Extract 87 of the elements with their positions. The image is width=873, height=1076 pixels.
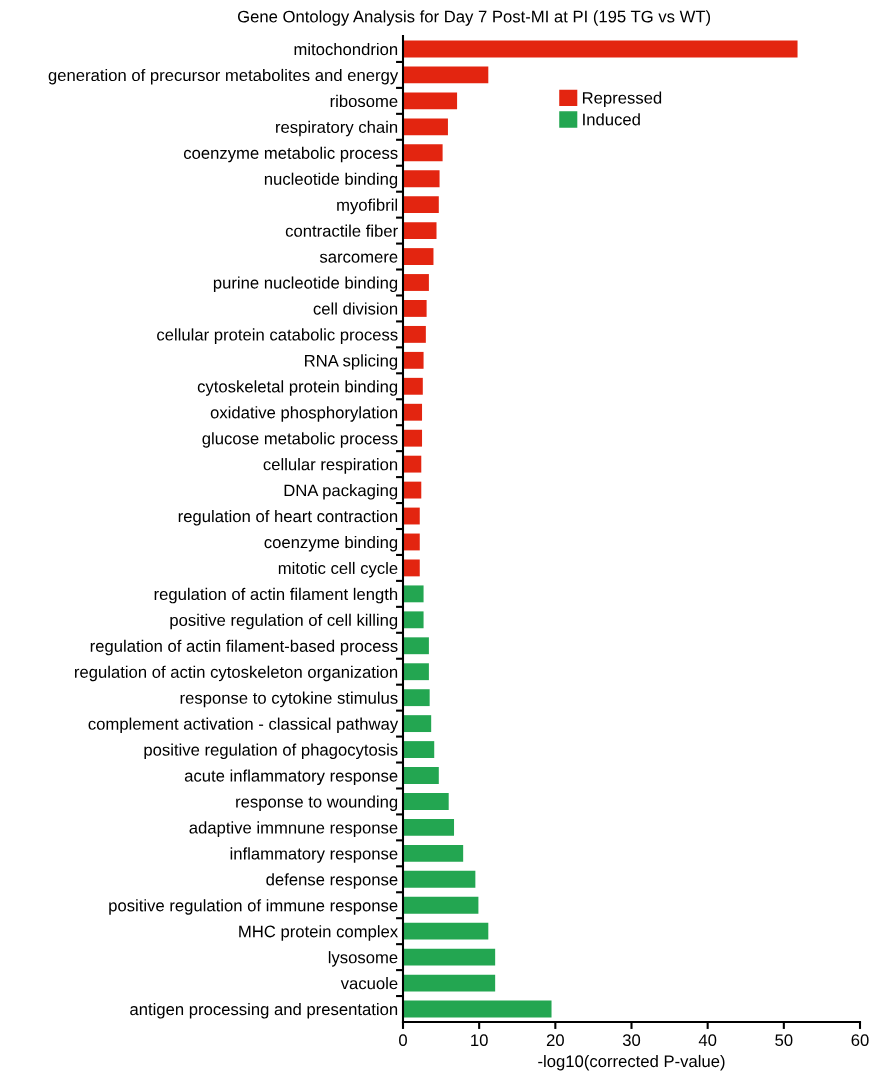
y-tick-label: MHC protein complex (239, 925, 398, 941)
y-tick-label: mitochondrion (294, 42, 398, 56)
bar (403, 793, 449, 810)
bar (403, 870, 476, 888)
y-tick-label: positive regulation of phagocytosis (144, 743, 398, 760)
bar (403, 818, 455, 836)
y-tick-label: vacuole (340, 977, 398, 990)
bar (403, 948, 496, 966)
y-tick-label: adaptive immnune response (189, 821, 398, 837)
y-tick-label: inflammatory response (230, 847, 398, 863)
bar (403, 222, 437, 240)
y-tick-label: response to cytokine stimulus (180, 691, 398, 708)
y-tick-label: regulation of actin cytoskeleton organization (74, 665, 398, 682)
bar (403, 974, 496, 992)
x-tick-label: 50 (775, 1034, 793, 1047)
y-tick-label: response to wounding (236, 795, 398, 811)
bar (403, 715, 432, 733)
y-tick-label: mitotic cell cycle (278, 561, 398, 578)
x-tick-label: 40 (698, 1034, 717, 1047)
bar (403, 741, 435, 758)
y-tick-label: cytoskeletal protein binding (197, 380, 398, 396)
bar (403, 170, 440, 188)
x-axis-title: -log10(corrected P-value) (538, 1054, 725, 1071)
bar (403, 248, 434, 265)
y-tick-label: myofibril (337, 198, 398, 215)
y-tick-label: oxidative phosphorylation (210, 406, 398, 422)
bar (403, 611, 424, 629)
bar (403, 559, 420, 577)
y-tick-label: antigen processing and presentation (130, 1002, 398, 1019)
y-tick-label: positive regulation of cell killing (170, 613, 398, 630)
bar (403, 351, 424, 369)
bar (403, 1000, 552, 1018)
bar (403, 922, 489, 940)
x-tick-label: 30 (622, 1034, 641, 1047)
bar (403, 300, 427, 317)
y-tick-label: DNA packaging (284, 484, 398, 500)
bar (403, 637, 429, 655)
bar (403, 377, 423, 395)
bar (403, 274, 429, 291)
y-tick-label: regulation of heart contraction (178, 509, 398, 526)
bar (403, 455, 422, 473)
y-tick-label: positive regulation of immune response (109, 899, 398, 915)
y-tick-label: generation of precursor metabolites and energy (48, 68, 399, 85)
bar (403, 663, 429, 681)
y-tick-label: coenzyme binding (264, 535, 398, 552)
y-tick-label: acute inflammatory response (184, 769, 398, 785)
bar (403, 40, 798, 58)
bar (403, 403, 423, 421)
y-tick-label: cellular protein catabolic process (157, 328, 398, 344)
y-tick-label: sarcomere (319, 253, 398, 263)
bar (403, 196, 439, 214)
bar (403, 118, 448, 136)
y-tick-label: regulation of actin filament length (154, 587, 398, 604)
legend-label: Induced (583, 113, 640, 126)
y-tick-label: regulation of actin filament-based process (90, 639, 398, 656)
y-tick-label: coenzyme metabolic process (183, 146, 398, 163)
y-tick-label: lysosome (328, 951, 398, 967)
bar (403, 429, 423, 447)
y-tick-label: respiratory chain (276, 120, 398, 137)
y-tick-label: complement activation - classical pathway (88, 717, 399, 734)
bar (403, 585, 424, 603)
y-tick-label: cell division (313, 302, 398, 315)
bar (403, 325, 426, 343)
bar (403, 533, 420, 551)
legend-label: Repressed (582, 91, 662, 108)
x-tick-label: 10 (471, 1034, 488, 1047)
bar (403, 481, 422, 499)
y-tick-label: defense response (266, 873, 398, 889)
x-tick-label: 0 (399, 1034, 407, 1047)
bar (403, 66, 489, 84)
bar (403, 144, 443, 162)
y-tick-label: ribosome (330, 94, 398, 108)
bar (403, 92, 458, 110)
bar (403, 844, 464, 862)
y-tick-label: cellular respiration (263, 458, 398, 474)
y-tick-label: glucose metabolic process (202, 432, 398, 448)
x-tick-label: 20 (546, 1034, 564, 1047)
chart-title: Gene Ontology Analysis for Day 7 Post-MI at PI (195 TG vs WT) (237, 10, 711, 26)
x-tick-label: 60 (851, 1034, 869, 1047)
y-tick-label: purine nucleotide binding (213, 276, 398, 292)
bar (403, 689, 430, 707)
y-tick-label: contractile fiber (285, 224, 398, 237)
y-tick-label: nucleotide binding (264, 172, 398, 189)
y-tick-label: RNA splicing (305, 354, 398, 370)
bar (403, 896, 479, 914)
bar (403, 767, 439, 784)
bar (403, 507, 420, 525)
